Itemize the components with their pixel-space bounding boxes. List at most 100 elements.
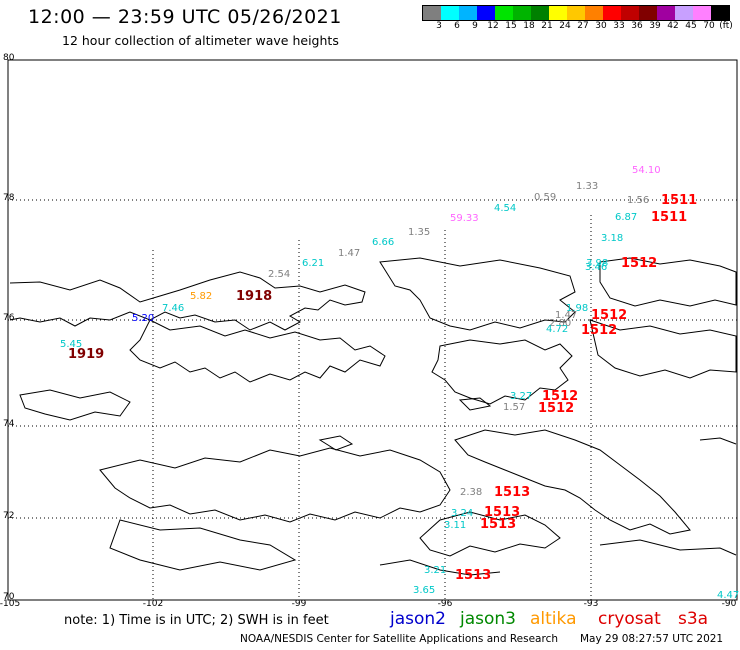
wave-height-label: 4.47: [717, 590, 740, 601]
wave-height-label: 3.24: [451, 508, 474, 519]
latitude-label: 70: [3, 592, 15, 602]
latitude-label: 72: [3, 511, 15, 521]
longitude-label: -96: [437, 599, 453, 609]
colorbar-label: 3: [436, 21, 442, 31]
mission-label: jason3: [460, 609, 516, 629]
wave-height-label: 1512: [581, 323, 618, 338]
colorbar-swatch: [657, 6, 675, 20]
wave-height-label: 5.82: [190, 291, 213, 302]
colorbar-swatch: [711, 6, 729, 20]
wave-height-label: 3.27: [510, 391, 533, 402]
colorbar-label: 42: [667, 21, 679, 31]
colorbar-label: 36: [631, 21, 643, 31]
wave-height-label: 6.87: [615, 212, 638, 223]
wave-height-label: 1.47: [338, 248, 361, 259]
wave-height-label: 2.80: [549, 318, 572, 329]
colorbar-swatch: [585, 6, 603, 20]
colorbar-legend: [422, 5, 730, 21]
wave-height-label: 6.66: [372, 237, 395, 248]
wave-height-label: 3.46: [585, 262, 608, 273]
footer-note: note: 1) Time is in UTC; 2) SWH is in fe…: [64, 613, 329, 628]
wave-height-label: 1512: [591, 308, 628, 323]
wave-height-label: 1.57: [503, 402, 526, 413]
wave-height-label: 1918: [236, 289, 273, 304]
colorbar-label: 21: [541, 21, 553, 31]
longitude-label: -99: [291, 599, 307, 609]
coastlines: [9, 257, 737, 576]
wave-height-label: 6.21: [302, 258, 325, 269]
colorbar-swatch: [459, 6, 477, 20]
wave-height-label: 0.59: [534, 192, 557, 203]
wave-height-label: 1512: [542, 389, 579, 404]
colorbar-swatch: [675, 6, 693, 20]
page-subtitle: 12 hour collection of altimeter wave hei…: [62, 33, 339, 48]
graticule: [8, 199, 737, 600]
latitude-label: 76: [3, 313, 15, 323]
colorbar-label: 24: [559, 21, 571, 31]
page-title: 12:00 — 23:59 UTC 05/26/2021: [28, 6, 342, 28]
colorbar-swatch: [603, 6, 621, 20]
wave-height-label: 3.98: [586, 258, 609, 269]
mission-label: s3a: [678, 609, 709, 629]
colorbar-label: 45: [685, 21, 697, 31]
longitude-label: -105: [0, 599, 21, 609]
colorbar-label: 15: [505, 21, 517, 31]
wave-height-label: 4.54: [494, 203, 517, 214]
wave-height-label: 1513: [455, 568, 492, 583]
colorbar-label: 9: [472, 21, 478, 31]
wave-height-label: 5.20: [132, 313, 155, 324]
wave-height-label: 1511: [661, 193, 698, 208]
wave-height-label: 1512: [538, 401, 575, 416]
longitude-label: -93: [583, 599, 599, 609]
wave-height-label: 1.47: [555, 310, 578, 321]
wave-height-label: 3.21: [424, 565, 447, 576]
colorbar-swatch: [441, 6, 459, 20]
colorbar-swatch: [639, 6, 657, 20]
wave-height-label: 3.11: [444, 520, 467, 531]
wave-height-label: 1.35: [408, 227, 431, 238]
mission-label: jason2: [390, 609, 446, 629]
credit-line: NOAA/NESDIS Center for Satellite Applica…: [240, 633, 558, 645]
colorbar-swatch: [567, 6, 585, 20]
colorbar-label: 27: [577, 21, 589, 31]
colorbar-swatch: [531, 6, 549, 20]
wave-height-label: 1511: [651, 210, 688, 225]
wave-height-label: 3.65: [413, 585, 436, 596]
wave-height-label: 1919: [68, 347, 105, 362]
colorbar-label: 39: [649, 21, 661, 31]
colorbar-swatch: [549, 6, 567, 20]
colorbar-labels: 3 6 9 12 15 18 21 24 27 30 33 36 39 42 45 70 (ft): [422, 21, 740, 33]
wave-height-label: 7.46: [162, 303, 185, 314]
colorbar-label: 30: [595, 21, 607, 31]
colorbar-label: 18: [523, 21, 535, 31]
colorbar-label: 70: [703, 21, 715, 31]
longitude-label: -102: [142, 599, 164, 609]
colorbar-swatch: [423, 6, 441, 20]
wave-height-label: 1.98: [566, 303, 589, 314]
wave-height-label: 1513: [494, 485, 531, 500]
wave-height-label: 1.56: [627, 195, 650, 206]
colorbar-label: (ft): [719, 21, 733, 31]
colorbar-label: 6: [454, 21, 460, 31]
wave-height-label: 1513: [484, 505, 521, 520]
wave-height-label: 4.72: [546, 324, 569, 335]
colorbar-swatch: [693, 6, 711, 20]
latitude-label: 80: [3, 53, 15, 63]
latitude-label: 74: [3, 419, 15, 429]
wave-height-label: 59.33: [450, 213, 479, 224]
latitude-label: 78: [3, 193, 15, 203]
map-frame: [7, 59, 738, 601]
timestamp: May 29 08:27:57 UTC 2021: [580, 633, 724, 645]
wave-height-label: 54.10: [632, 165, 661, 176]
longitude-label: -90: [721, 599, 737, 609]
wave-height-label: 1513: [480, 517, 517, 532]
colorbar-label: 12: [487, 21, 499, 31]
colorbar-swatch: [513, 6, 531, 20]
colorbar-swatch: [477, 6, 495, 20]
colorbar-label: 33: [613, 21, 625, 31]
wave-height-label: 2.54: [268, 269, 291, 280]
mission-label: cryosat: [598, 609, 661, 629]
wave-height-label: 1.33: [576, 181, 599, 192]
wave-height-label: 5.45: [60, 339, 83, 350]
